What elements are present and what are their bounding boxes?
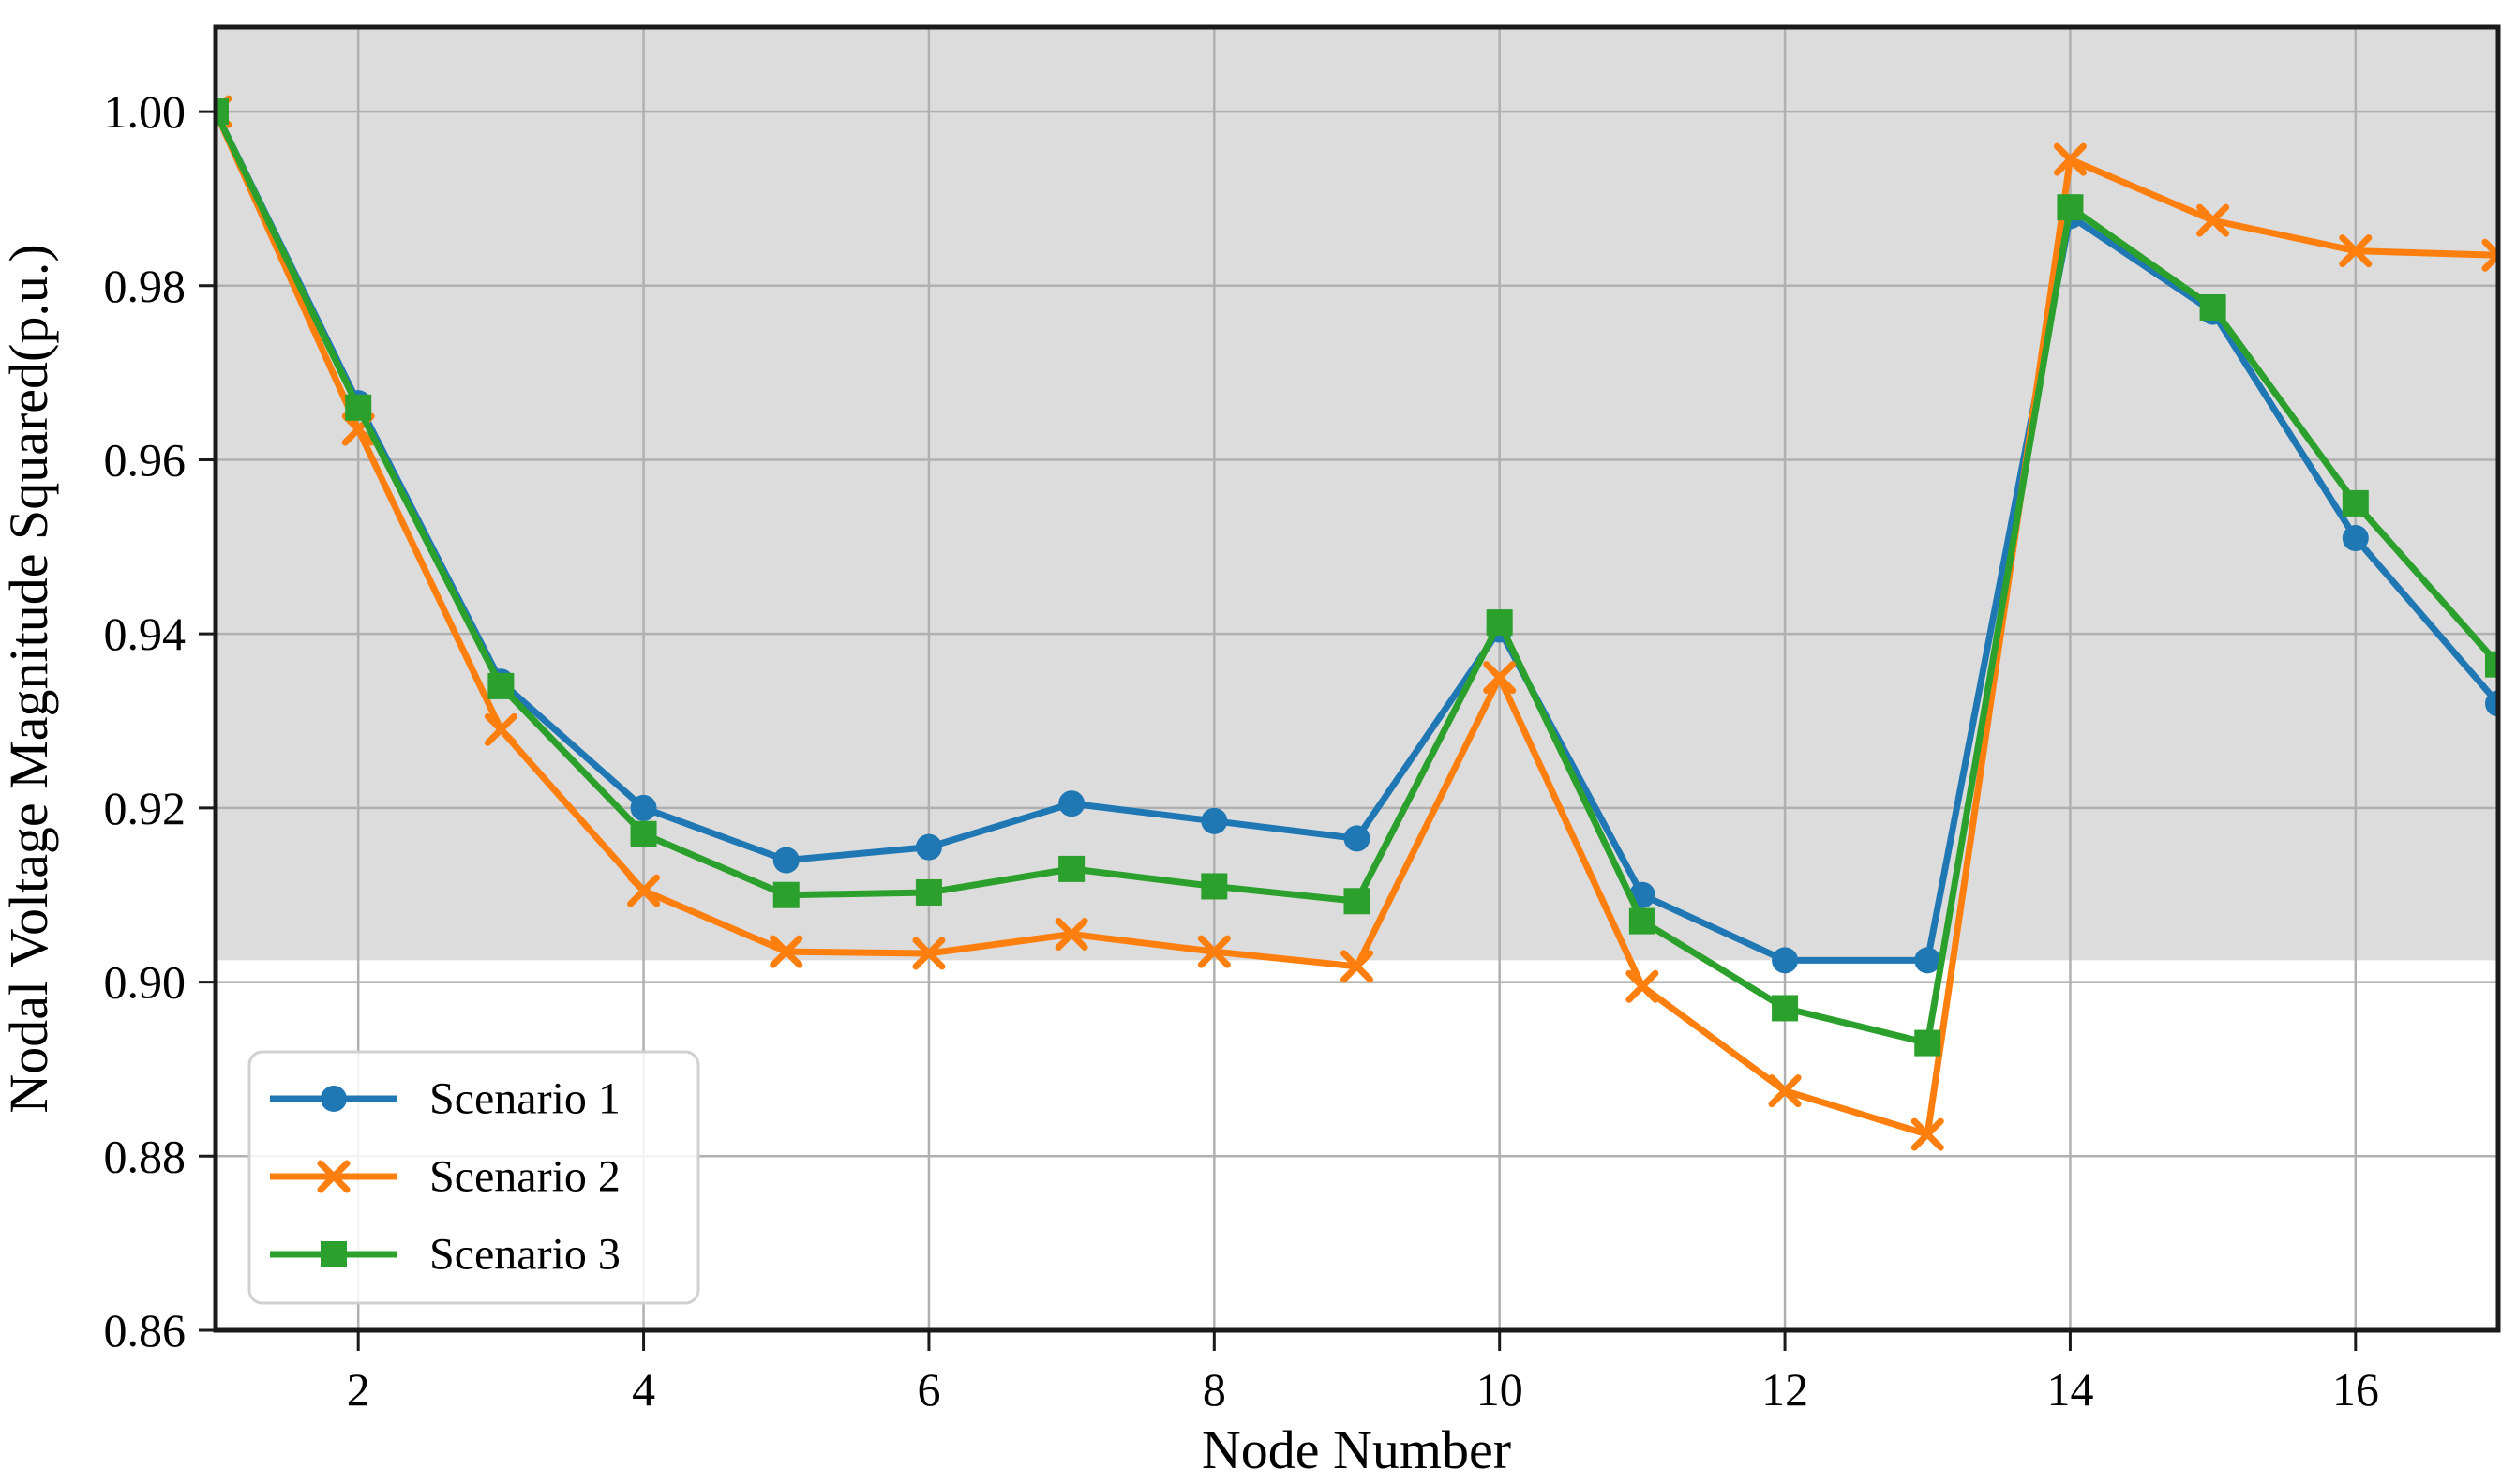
data-point-marker	[2196, 203, 2230, 237]
data-point-marker	[2342, 525, 2369, 552]
data-point-marker	[1058, 790, 1086, 817]
x-axis-label: Node Number	[1202, 1419, 1511, 1480]
data-point-marker	[2481, 238, 2498, 261]
data-point-marker	[1343, 888, 1370, 915]
y-tick-label: 1.00	[104, 85, 187, 138]
legend-sample-marker	[321, 1086, 347, 1112]
data-point-marker	[1058, 855, 1086, 882]
data-point-marker	[2339, 234, 2373, 268]
data-point-marker	[2481, 250, 2498, 272]
data-point-marker	[1343, 825, 1370, 852]
data-point-marker	[1201, 807, 1228, 834]
data-point-marker	[2342, 489, 2369, 517]
data-point-marker	[1910, 1117, 1944, 1151]
data-point-marker	[216, 98, 229, 126]
data-point-marker	[770, 935, 803, 968]
y-tick-label: 0.90	[104, 956, 187, 1009]
y-tick-label: 0.96	[104, 433, 187, 486]
y-tick-label: 0.88	[104, 1130, 187, 1182]
legend-label: Scenario 1	[429, 1074, 621, 1124]
x-tick-label: 12	[1761, 1363, 1808, 1416]
axes-spines	[213, 24, 2501, 1333]
legend-label: Scenario 3	[429, 1230, 621, 1280]
y-tick-label: 0.92	[104, 782, 187, 834]
data-point-marker	[1055, 918, 1088, 952]
x-tick-label: 6	[917, 1363, 940, 1416]
data-point-marker	[2199, 293, 2226, 321]
legend-item-scenario-2: Scenario 2	[270, 1152, 621, 1202]
series-layer	[216, 95, 2498, 1151]
y-tick-label: 0.98	[104, 260, 187, 312]
data-point-marker	[1628, 907, 1655, 935]
x-tick-label: 10	[1476, 1363, 1523, 1416]
data-point-marker	[772, 881, 800, 908]
data-point-marker	[2057, 194, 2084, 221]
data-point-marker	[1197, 935, 1231, 968]
x-tick-label: 2	[347, 1363, 370, 1416]
data-point-marker	[772, 847, 800, 874]
y-tick-label: 0.94	[104, 607, 187, 660]
plot-area: 0.86 0.88 0.90 0.92 0.94 0.96 0.98 1.00 2 4 6 8 10 12…	[104, 24, 2501, 1416]
data-point-marker	[345, 394, 372, 421]
data-point-marker	[1201, 873, 1228, 900]
data-point-marker	[1772, 947, 1799, 974]
data-point-marker	[915, 878, 942, 906]
legend-sample-marker	[317, 1160, 351, 1193]
data-point-marker	[1340, 950, 1373, 983]
legend-label: Scenario 2	[429, 1152, 621, 1202]
data-point-marker	[1772, 995, 1799, 1022]
data-point-marker	[1768, 1074, 1802, 1108]
data-point-marker	[2485, 690, 2498, 717]
data-point-marker	[2485, 651, 2498, 678]
y-tick-label: 0.86	[104, 1304, 187, 1357]
x-tick-label: 4	[632, 1363, 655, 1416]
data-point-marker	[1914, 947, 1941, 974]
y-axis-label: Nodal Voltage Magnitude Squared(p.u.)	[0, 244, 59, 1113]
legend-box	[247, 1050, 700, 1305]
data-point-marker	[487, 672, 515, 699]
legend-sample-marker	[321, 1241, 347, 1267]
x-tick-label: 16	[2332, 1363, 2379, 1416]
data-point-marker	[1483, 661, 1517, 695]
x-tick-label: 8	[1203, 1363, 1226, 1416]
data-point-marker	[1486, 609, 1513, 637]
data-point-marker	[915, 833, 942, 861]
data-point-marker	[1914, 1029, 1941, 1057]
data-point-marker	[630, 820, 657, 847]
data-point-marker	[2053, 142, 2087, 176]
legend-item-scenario-3: Scenario 3	[270, 1230, 621, 1280]
legend-item-scenario-1: Scenario 1	[270, 1074, 621, 1124]
voltage-limit-band	[216, 27, 2498, 961]
data-point-marker	[484, 712, 517, 746]
x-tick-label: 14	[2046, 1363, 2093, 1416]
legend: Scenario 1 Scenario 2 Scenario 3	[247, 1050, 700, 1305]
data-point-marker	[1625, 969, 1659, 1003]
series-scenario-3	[216, 98, 2498, 1057]
data-point-marker	[912, 937, 946, 970]
data-point-marker	[627, 874, 661, 907]
data-point-marker	[630, 794, 657, 821]
